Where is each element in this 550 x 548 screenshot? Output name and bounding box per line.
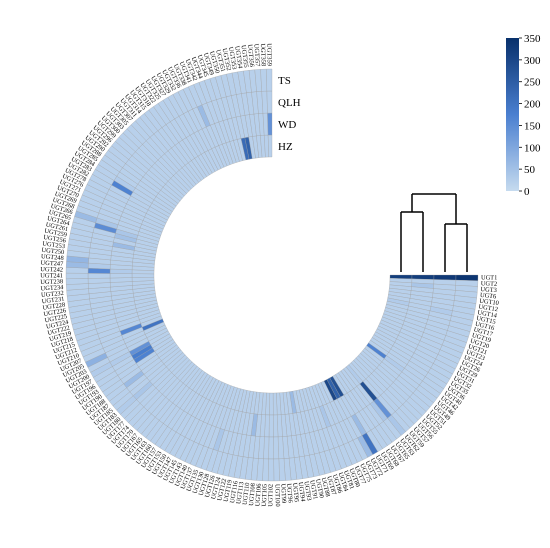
gene-label: UGT116 bbox=[229, 480, 240, 503]
heatmap-cell-UGT1-WD bbox=[411, 274, 435, 280]
gene-label: UGT110 bbox=[242, 482, 252, 505]
track-labels: HZ WD QLH TS bbox=[278, 75, 301, 153]
heatmap-cell-UGT102-QLH bbox=[268, 436, 274, 460]
track-label-ts: TS bbox=[278, 75, 291, 87]
gene-label: UGT14 bbox=[477, 309, 498, 320]
gene-label: UGT94 bbox=[297, 482, 307, 503]
heatmap-cell-UGT359-WD bbox=[267, 112, 273, 136]
heatmap-cell-UGT100-QLH bbox=[273, 436, 279, 460]
gene-label: UGT122 bbox=[216, 478, 228, 502]
colorbar: 0 50 100 150 200 250 300 350 bbox=[506, 33, 541, 198]
colorbar-tick-label: 350 bbox=[524, 33, 541, 45]
gene-label: UGT234 bbox=[40, 284, 64, 292]
gene-label: UGT113 bbox=[235, 481, 245, 504]
gene-label: UGT256 bbox=[43, 234, 67, 245]
heatmap-cell-UGT238-WD bbox=[109, 277, 133, 283]
gene-label: UGT241 bbox=[40, 272, 63, 279]
heatmap-cell-UGT100-HZ bbox=[272, 392, 278, 416]
gene-label: UGT2 bbox=[481, 280, 498, 288]
gene-label: UGT3 bbox=[480, 286, 497, 294]
gene-label: UGT228 bbox=[42, 302, 66, 312]
gene-label: UGT358 bbox=[259, 43, 267, 66]
gene-label: UGT108 bbox=[248, 483, 257, 506]
gene-label: UGT354 bbox=[233, 45, 244, 69]
heatmap-cell-UGT1-TS bbox=[455, 274, 479, 281]
colorbar-tick-label: 150 bbox=[524, 120, 541, 132]
gene-label: UGT353 bbox=[227, 46, 238, 70]
gene-labels: UGT1UGT2UGT3UGT6UGT10UGT12UGT14UGT15UGT1… bbox=[40, 43, 499, 507]
gene-label: UGT238 bbox=[40, 278, 63, 286]
heatmap-cell-UGT100-WD bbox=[273, 414, 279, 438]
gene-label: UGT247 bbox=[40, 260, 64, 268]
track-label-qlh: QLH bbox=[278, 97, 301, 109]
gene-label: UGT16 bbox=[474, 321, 495, 332]
gene-label: UGT356 bbox=[246, 44, 255, 67]
gene-label: UGT261 bbox=[45, 221, 69, 233]
heatmap-cell-UGT102-HZ bbox=[269, 392, 274, 416]
gene-label: UGT226 bbox=[43, 307, 67, 318]
gene-label: UGT355 bbox=[240, 45, 250, 68]
gene-label: UGT6 bbox=[480, 292, 497, 301]
gene-label: UGT90 bbox=[314, 478, 325, 499]
gene-label: UGT248 bbox=[41, 253, 64, 262]
gene-label: UGT10 bbox=[479, 298, 499, 307]
colorbar-tick-label: 200 bbox=[524, 99, 541, 111]
gene-label: UGT99 bbox=[279, 484, 287, 504]
gene-label: UGT225 bbox=[44, 313, 68, 324]
gene-label: UGT105 bbox=[261, 484, 269, 507]
gene-label: UGT1 bbox=[481, 274, 497, 281]
colorbar-gradient bbox=[506, 38, 519, 191]
heatmap-cell-UGT238-TS bbox=[65, 278, 89, 285]
heatmap-cell-UGT102-WD bbox=[268, 414, 274, 438]
gene-label: UGT95 bbox=[291, 482, 300, 502]
gene-label: UGT91 bbox=[308, 480, 319, 501]
heatmap-cell-UGT100-TS bbox=[273, 458, 280, 482]
colorbar-tick-label: 100 bbox=[524, 142, 541, 154]
gene-label: UGT88 bbox=[320, 477, 332, 498]
heatmap-cell-UGT102-TS bbox=[268, 458, 275, 482]
gene-label: UGT100 bbox=[273, 484, 281, 507]
colorbar-tick-label: 300 bbox=[524, 55, 541, 67]
gene-label: UGT12 bbox=[478, 303, 498, 313]
gene-label: UGT250 bbox=[41, 247, 64, 256]
gene-label: UGT259 bbox=[44, 228, 68, 239]
gene-label: UGT93 bbox=[302, 481, 312, 501]
gene-label: UGT352 bbox=[220, 48, 232, 72]
heatmap-cell-UGT238-QLH bbox=[87, 277, 111, 284]
track-dendrogram bbox=[400, 193, 468, 272]
gene-label: UGT232 bbox=[41, 290, 64, 299]
heatmap-cells bbox=[65, 68, 479, 482]
gene-label: UGT242 bbox=[40, 266, 63, 274]
heatmap-cell-UGT241-TS bbox=[65, 272, 89, 279]
gene-label: UGT15 bbox=[476, 315, 497, 326]
gene-label: UGT102 bbox=[267, 484, 274, 507]
heatmap-cell-UGT359-HZ bbox=[267, 134, 273, 158]
heatmap-cell-UGT241-WD bbox=[109, 273, 133, 279]
track-label-wd: WD bbox=[278, 119, 296, 131]
gene-label: UGT359 bbox=[265, 43, 272, 66]
heatmap-cell-UGT1-QLH bbox=[433, 274, 457, 281]
heatmap-cell-UGT241-QLH bbox=[87, 273, 111, 279]
colorbar-tick-label: 50 bbox=[524, 164, 536, 176]
heatmap-cell-UGT358-TS bbox=[260, 68, 268, 92]
colorbar-tick-label: 250 bbox=[524, 77, 541, 89]
heatmap-cell-UGT359-TS bbox=[266, 68, 273, 92]
gene-label: UGT119 bbox=[223, 479, 234, 502]
gene-label: UGT106 bbox=[254, 483, 262, 506]
heatmap-cell-UGT242-TS bbox=[65, 267, 89, 274]
gene-label: UGT253 bbox=[42, 240, 65, 250]
heatmap-cell-UGT241-HZ bbox=[131, 273, 155, 278]
gene-label: UGT357 bbox=[252, 44, 261, 68]
track-label-hz: HZ bbox=[278, 141, 293, 153]
colorbar-tick-label: 0 bbox=[524, 186, 530, 198]
gene-label: UGT96 bbox=[285, 483, 294, 503]
heatmap-cell-UGT359-QLH bbox=[266, 90, 273, 114]
gene-label: UGT231 bbox=[41, 296, 64, 306]
